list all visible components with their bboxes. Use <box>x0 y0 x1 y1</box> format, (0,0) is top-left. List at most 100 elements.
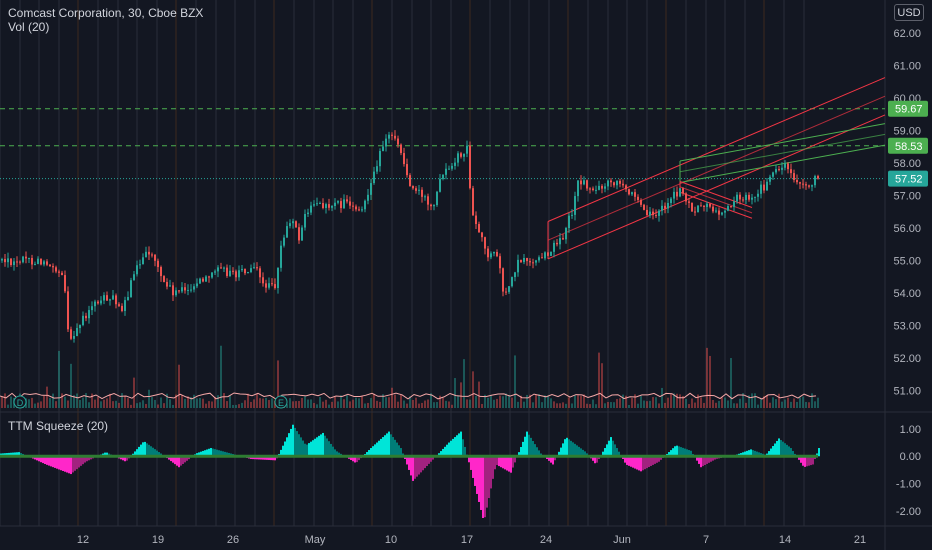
squeeze-bar <box>412 456 414 481</box>
currency-button[interactable]: USD <box>894 4 924 21</box>
candle-body <box>694 211 696 213</box>
dividend-marker-circle[interactable] <box>13 395 27 409</box>
squeeze-bar <box>258 456 260 460</box>
squeeze-bar <box>810 456 812 466</box>
volume-bar <box>559 403 561 408</box>
channel-top-line[interactable] <box>679 123 886 162</box>
candle-body <box>229 270 231 276</box>
candle-body <box>451 165 453 169</box>
volume-bar <box>49 398 51 408</box>
squeeze-bar <box>214 449 216 457</box>
candle-body <box>97 301 99 304</box>
squeeze-bar <box>560 447 562 457</box>
volume-bar <box>418 403 420 408</box>
volume-bar <box>610 402 612 408</box>
squeeze-bar <box>136 449 138 457</box>
symbol-title[interactable]: Comcast Corporation, 30, Cboe BZX <box>8 6 204 20</box>
squeeze-bar <box>206 449 208 457</box>
squeeze-bar <box>320 434 322 457</box>
volume-bar <box>163 403 165 408</box>
squeeze-bar <box>752 450 754 457</box>
volume-bar <box>409 396 411 408</box>
candle-body <box>613 182 615 186</box>
squeeze-bar <box>754 450 756 457</box>
squeeze-bar <box>788 446 790 457</box>
squeeze-bar <box>646 456 648 469</box>
axes: 62.0061.0060.0059.0058.0057.0056.0055.00… <box>13 28 928 546</box>
volume-bar <box>277 360 279 408</box>
candle-body <box>1 259 3 261</box>
dividend-marker[interactable]: D <box>17 398 24 408</box>
squeeze-bar <box>494 456 496 470</box>
volume-bar <box>574 395 576 408</box>
squeeze-bar <box>680 447 682 457</box>
squeeze-bar <box>474 456 476 486</box>
volume-bar <box>682 395 684 408</box>
squeeze-bar <box>630 456 632 467</box>
channel-base-line[interactable] <box>547 114 886 260</box>
candle-body <box>310 205 312 213</box>
volume-bar <box>718 400 720 408</box>
candle-body <box>304 214 306 228</box>
channel-base-line[interactable] <box>679 191 753 219</box>
price-tick-label: 54.00 <box>893 288 921 300</box>
volume-bar <box>223 393 225 408</box>
volume-label[interactable]: Vol (20) <box>8 20 50 34</box>
candle-body <box>13 261 15 266</box>
earnings-marker[interactable]: E <box>278 398 284 408</box>
candle-body <box>202 278 204 282</box>
squeeze-bar <box>414 456 416 479</box>
squeeze-bar <box>86 456 88 462</box>
candle-body <box>37 258 39 264</box>
volume-bar <box>31 397 33 408</box>
squeeze-bar <box>36 456 38 461</box>
candle-body <box>217 267 219 272</box>
candle-body <box>415 188 417 191</box>
candle-body <box>367 194 369 201</box>
volume-bar <box>118 402 120 408</box>
channel-mid-line[interactable] <box>679 186 753 214</box>
squeeze-bar <box>570 440 572 457</box>
squeeze-bar <box>146 443 148 457</box>
squeeze-bar <box>460 431 462 457</box>
squeeze-bar <box>140 444 142 457</box>
volume-bar <box>499 395 501 408</box>
candle-body <box>31 258 33 265</box>
squeeze-bar <box>42 456 44 464</box>
channel-top-line[interactable] <box>547 77 886 222</box>
squeeze-bar <box>152 447 154 457</box>
squeeze-bar <box>484 456 486 518</box>
squeeze-bar <box>506 456 508 471</box>
candle-body <box>454 162 456 166</box>
squeeze-bar <box>604 448 606 457</box>
squeeze-bar <box>46 456 48 465</box>
squeeze-bar <box>138 446 140 457</box>
squeeze-bar <box>606 444 608 457</box>
channel-mid-line[interactable] <box>679 133 886 173</box>
candle-body <box>376 166 378 172</box>
candle-body <box>172 285 174 296</box>
candle-body <box>400 144 402 154</box>
volume-bar <box>583 394 585 408</box>
price-tick-label: 58.00 <box>893 158 921 170</box>
channel-mid-line[interactable] <box>547 95 886 241</box>
volume-bar <box>619 398 621 408</box>
volume-bar <box>256 394 258 408</box>
earnings-marker-circle[interactable] <box>274 395 288 409</box>
squeeze-bar <box>790 448 792 457</box>
squeeze-bar <box>490 456 492 489</box>
volume-bar <box>157 404 159 408</box>
candle-body <box>373 171 375 184</box>
volume-bar <box>631 398 633 408</box>
squeeze-bar <box>678 446 680 457</box>
candle-body <box>505 291 507 293</box>
squeeze-label[interactable]: TTM Squeeze (20) <box>8 419 109 433</box>
volume-bar <box>535 394 537 408</box>
volume-bar <box>799 397 801 408</box>
candle-body <box>739 194 741 200</box>
candle-body <box>598 185 600 190</box>
squeeze-bar <box>284 441 286 457</box>
candle-body <box>808 185 810 187</box>
volume-bar <box>643 400 645 408</box>
